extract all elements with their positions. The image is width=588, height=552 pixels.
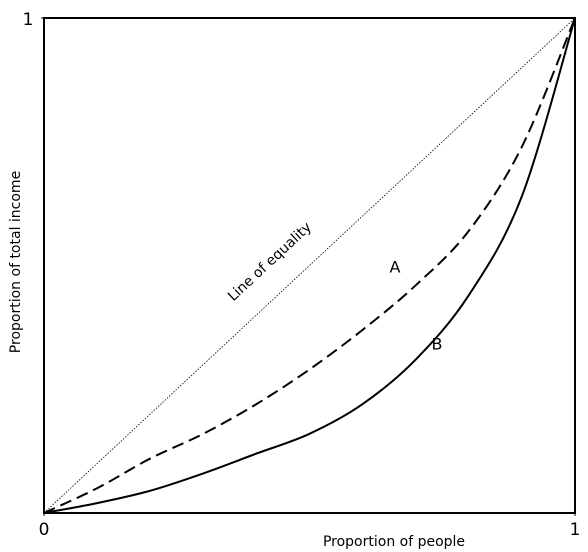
series-line	[43, 17, 576, 514]
plot-frame	[43, 17, 576, 514]
y-tick-label: 1	[23, 10, 34, 30]
x-tick-label: 1	[570, 520, 581, 540]
series-label: B	[432, 335, 443, 354]
y-axis-label: Proportion of total income	[8, 171, 24, 353]
series-line	[43, 17, 576, 514]
series-label: A	[390, 258, 401, 277]
series-label: Line of equality	[225, 219, 315, 304]
x-axis-label: Proportion of people	[323, 534, 465, 550]
x-tick-label: 0	[39, 520, 50, 540]
series-line	[43, 17, 576, 514]
